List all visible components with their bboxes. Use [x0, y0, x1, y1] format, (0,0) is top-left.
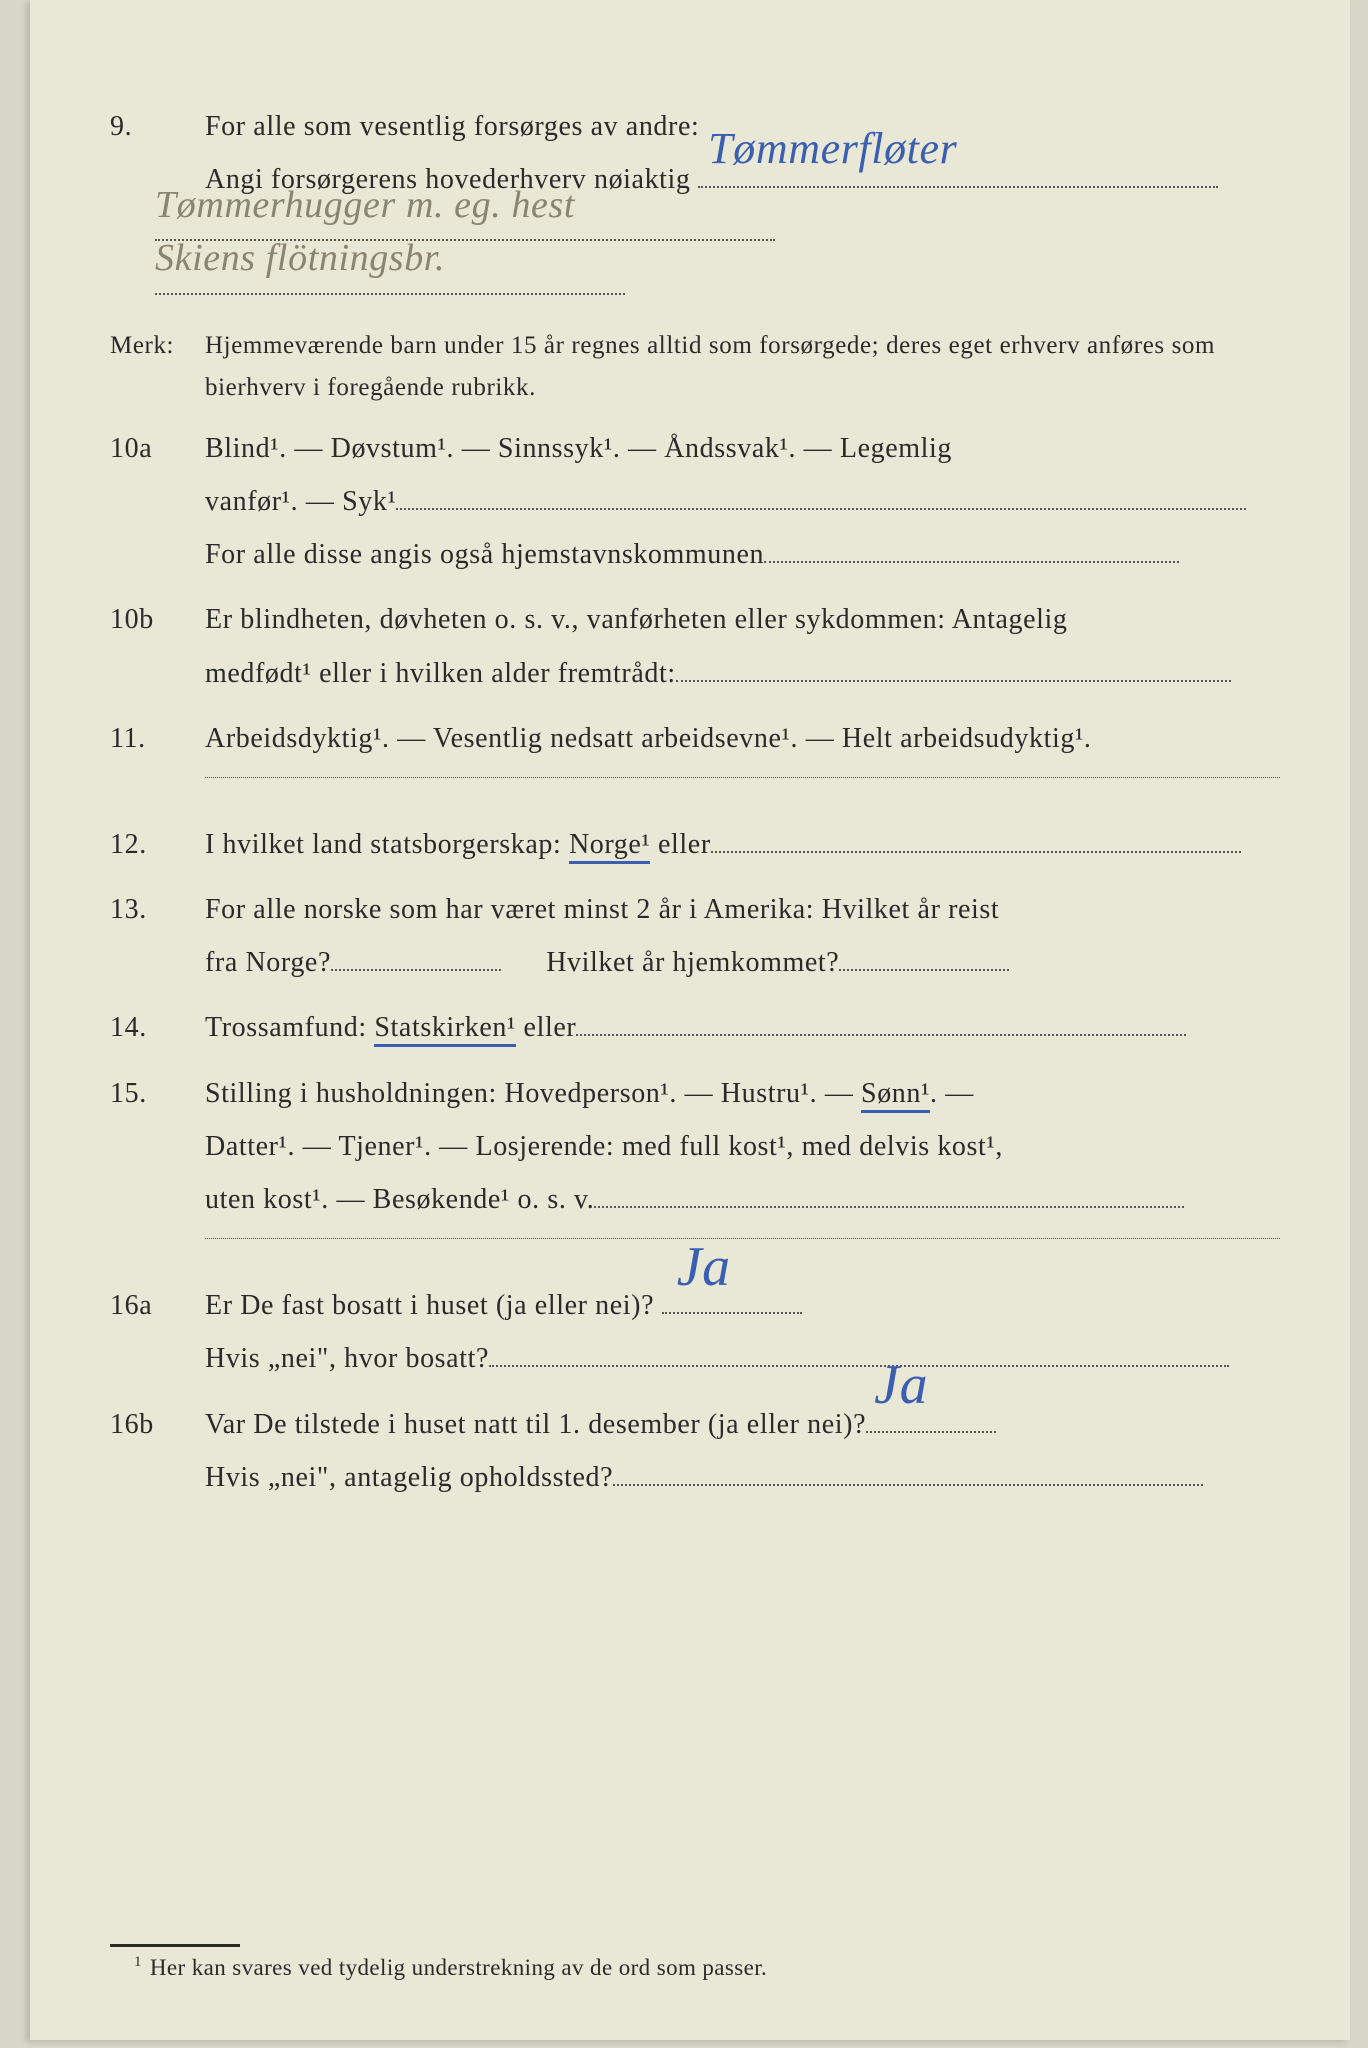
q12-number: 12.: [110, 818, 205, 871]
census-form-page: 9. For alle som vesentlig forsørges av a…: [30, 0, 1350, 2040]
q10a-fill-1: [396, 508, 1246, 510]
q14: 14. Trossamfund: Statskirken¹ eller: [110, 1001, 1280, 1054]
q10a-line3: For alle disse angis også hjemstavnskomm…: [205, 528, 1280, 581]
q9-content: For alle som vesentlig forsørges av andr…: [205, 100, 1280, 313]
q10b: 10b Er blindheten, døvheten o. s. v., va…: [110, 593, 1280, 699]
q12-underlined: Norge¹: [569, 829, 650, 864]
q12-fill: [711, 851, 1241, 853]
q16a-fill-2: [489, 1365, 1229, 1367]
q13-line1: For alle norske som har været minst 2 år…: [205, 883, 1280, 936]
q12: 12. I hvilket land statsborgerskap: Norg…: [110, 818, 1280, 871]
q16a-line1: Er De fast bosatt i huset (ja eller nei)…: [205, 1279, 1280, 1332]
q15: 15. Stilling i husholdningen: Hovedperso…: [110, 1067, 1280, 1227]
q13-number: 13.: [110, 883, 205, 989]
q9-handwriting-1: Tømmerfløter: [708, 107, 957, 191]
q10a-fill-2: [764, 561, 1179, 563]
footnote: 1Her kan svares ved tydelig understrekni…: [110, 1955, 1280, 1981]
q10b-line2: medfødt¹ eller i hvilken alder fremtrådt…: [205, 647, 1280, 700]
q16a-fill-1: Ja: [662, 1312, 802, 1314]
q9-fill-1: Tømmerfløter: [698, 186, 1218, 188]
q9-handwriting-2b: Skiens flötningsbr.: [155, 222, 445, 294]
q16b-fill-1: Ja: [866, 1431, 996, 1433]
q16b-handwriting: Ja: [874, 1332, 928, 1438]
q10b-number: 10b: [110, 593, 205, 699]
q11: 11. Arbeidsdyktig¹. — Vesentlig nedsatt …: [110, 712, 1280, 765]
q9-line3: Tømmerhugger m. eg. hest Skiens flötning…: [155, 206, 1280, 312]
q16b-line1: Var De tilstede i huset natt til 1. dese…: [205, 1398, 1280, 1451]
q11-text: Arbeidsdyktig¹. — Vesentlig nedsatt arbe…: [205, 712, 1280, 765]
q16b-line2: Hvis „nei", antagelig opholdssted?: [205, 1451, 1280, 1504]
divider-1: [205, 777, 1280, 778]
q15-line3: uten kost¹. — Besøkende¹ o. s. v.: [205, 1173, 1280, 1226]
q13-line2: fra Norge? Hvilket år hjemkommet?: [205, 936, 1280, 989]
q10b-line1: Er blindheten, døvheten o. s. v., vanfør…: [205, 593, 1280, 646]
q10a-line2: vanfør¹. — Syk¹: [205, 475, 1280, 528]
q14-number: 14.: [110, 1001, 205, 1054]
q16a: 16a Er De fast bosatt i huset (ja eller …: [110, 1279, 1280, 1385]
q15-number: 15.: [110, 1067, 205, 1227]
q14-fill: [576, 1034, 1186, 1036]
q16a-line2: Hvis „nei", hvor bosatt?: [205, 1332, 1280, 1385]
q16b-number: 16b: [110, 1398, 205, 1504]
q16a-number: 16a: [110, 1279, 205, 1385]
q16a-handwriting: Ja: [677, 1214, 731, 1320]
q13-fill-1: [331, 969, 501, 971]
q10a: 10a Blind¹. — Døvstum¹. — Sinnssyk¹. — Å…: [110, 422, 1280, 582]
q10a-line1: Blind¹. — Døvstum¹. — Sinnssyk¹. — Åndss…: [205, 422, 1280, 475]
q13-fill-2: [839, 969, 1009, 971]
q15-line1: Stilling i husholdningen: Hovedperson¹. …: [205, 1067, 1280, 1120]
q16b: 16b Var De tilstede i huset natt til 1. …: [110, 1398, 1280, 1504]
merk-label: Merk:: [110, 325, 205, 410]
q15-fill: [594, 1206, 1184, 1208]
q15-line2: Datter¹. — Tjener¹. — Losjerende: med fu…: [205, 1120, 1280, 1173]
q10b-fill: [676, 680, 1231, 682]
q11-number: 11.: [110, 712, 205, 765]
q9-fill-2b: Skiens flötningsbr.: [155, 293, 625, 295]
divider-2: [205, 1238, 1280, 1239]
q14-underlined: Statskirken¹: [374, 1012, 516, 1047]
q15-underlined: Sønn¹: [861, 1078, 930, 1113]
merk-text: Hjemmeværende barn under 15 år regnes al…: [205, 325, 1280, 410]
footnote-rule: [110, 1944, 240, 1947]
q13: 13. For alle norske som har været minst …: [110, 883, 1280, 989]
q16b-fill-2: [613, 1484, 1203, 1486]
q10a-number: 10a: [110, 422, 205, 582]
q9: 9. For alle som vesentlig forsørges av a…: [110, 100, 1280, 313]
merk: Merk: Hjemmeværende barn under 15 år reg…: [110, 325, 1280, 410]
